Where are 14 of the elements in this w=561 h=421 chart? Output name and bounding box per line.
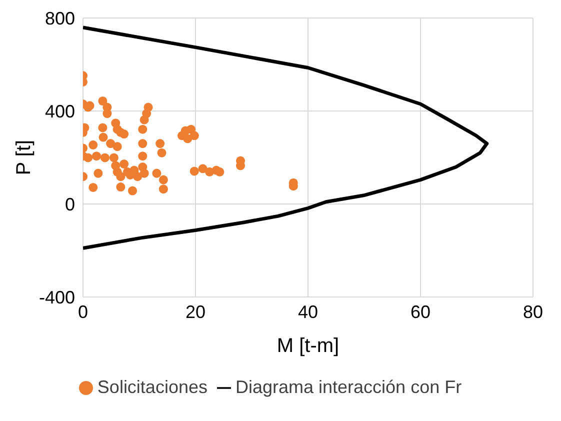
y-tick-label: 400 (44, 101, 75, 122)
x-tick-label: 60 (410, 302, 431, 322)
line-series (83, 26, 489, 250)
legend-label: Solicitaciones (97, 377, 208, 397)
legend-label: Diagrama interacción con Fr (235, 377, 462, 397)
x-tick-label: 20 (185, 302, 206, 322)
x-tick-label: 80 (522, 302, 544, 322)
y-tick-label: 800 (44, 8, 75, 28)
y-axis-title: P [t] (13, 140, 36, 176)
y-tick-label: 0 (64, 194, 75, 214)
x-tick-label: 40 (298, 302, 318, 322)
y-tick-label: -400 (38, 287, 75, 308)
x-axis-title: M [t-m] (276, 335, 340, 357)
x-tick-label: 0 (78, 302, 88, 322)
